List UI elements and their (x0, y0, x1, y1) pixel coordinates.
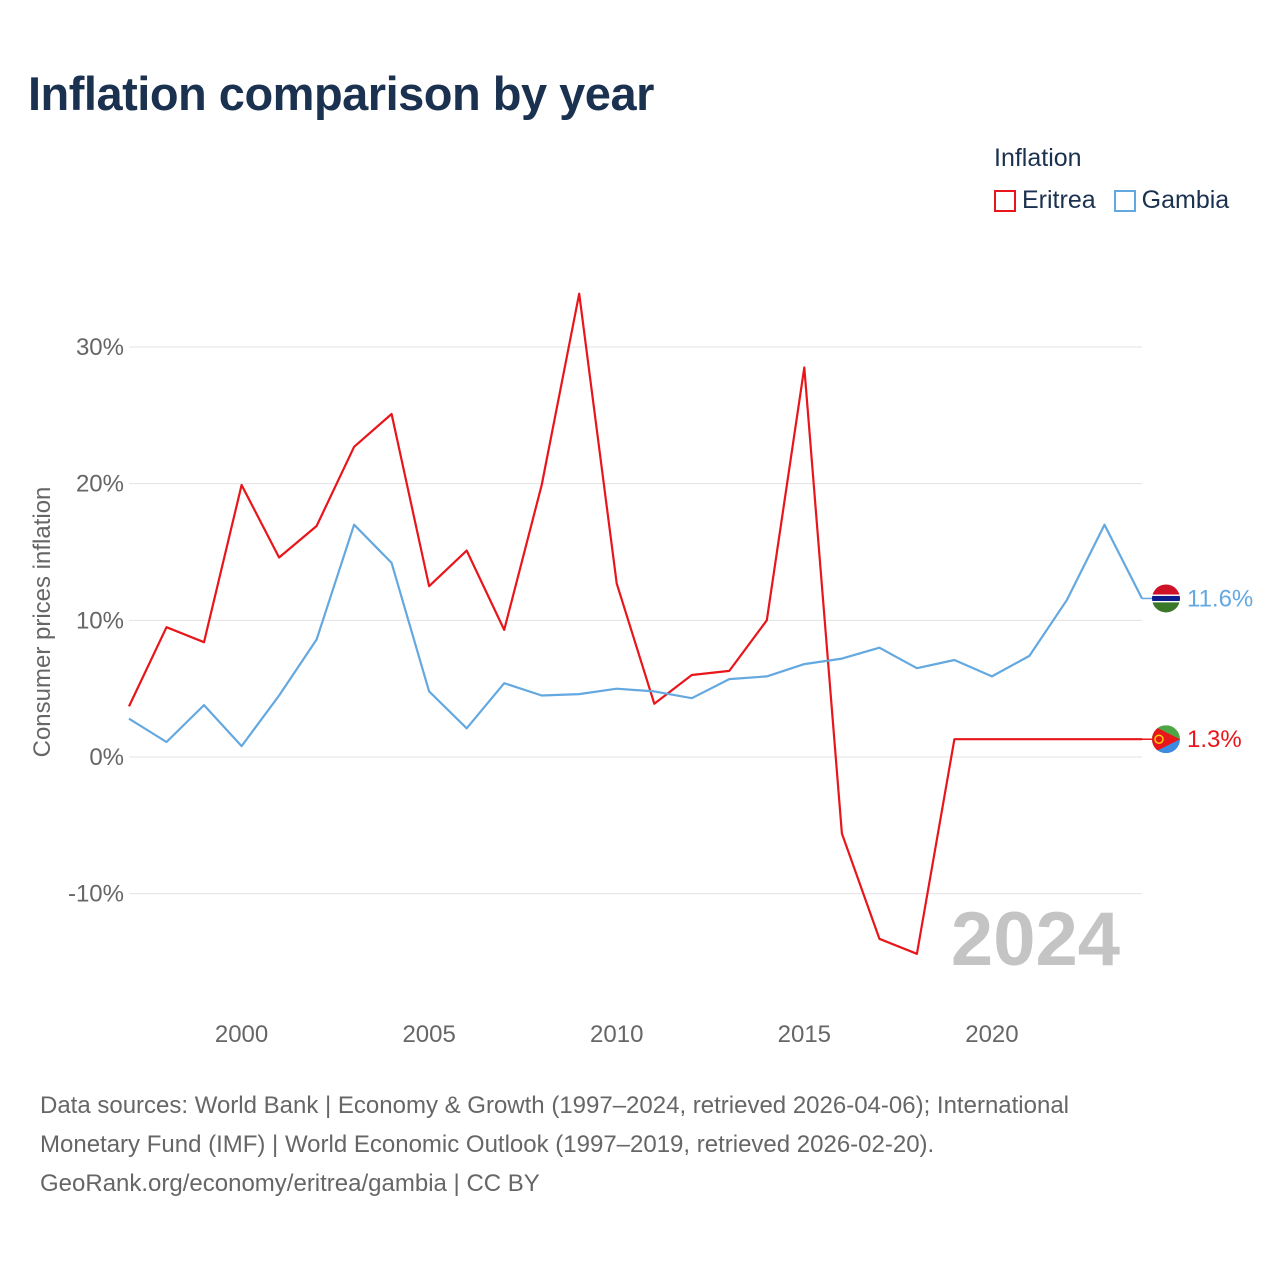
legend-swatch-eritrea (994, 189, 1016, 212)
chart-title: Inflation comparison by year (28, 67, 654, 120)
y-tick-label: 0% (89, 744, 124, 771)
end-labels: 1.3% 11.6% (1142, 584, 1253, 754)
legend-title: Inflation (994, 144, 1082, 172)
x-axis-ticks: 2000 2005 2010 2015 2020 (215, 1021, 1019, 1048)
x-tick-label: 2000 (215, 1021, 268, 1048)
series-line-eritrea[interactable] (128, 292, 1142, 955)
y-axis-label: Consumer prices inflation (29, 487, 56, 758)
footer-source-line-2: Monetary Fund (IMF) | World Economic Out… (40, 1131, 935, 1158)
line-chart: 30% 20% 10% 0% -10% 2000 2005 2010 2015 2020 Con… (29, 292, 1253, 1048)
y-tick-label: 10% (76, 607, 124, 634)
x-tick-label: 2015 (778, 1021, 831, 1048)
footer-credit-link[interactable]: GeoRank.org/economy/eritrea/gambia | CC … (40, 1170, 540, 1197)
end-value-label-gambia: 11.6% (1187, 585, 1253, 612)
legend-item-gambia[interactable]: Gambia (1113, 186, 1230, 215)
grid-lines (129, 346, 1142, 895)
eritrea-flag-icon (1152, 725, 1180, 754)
y-tick-label: -10% (68, 881, 124, 908)
y-tick-label: 20% (76, 471, 124, 498)
legend-swatch-gambia (1113, 189, 1136, 212)
x-tick-label: 2020 (965, 1021, 1018, 1048)
series-lines (128, 292, 1143, 955)
x-tick-label: 2010 (590, 1021, 643, 1048)
legend-label-eritrea: Eritrea (1022, 186, 1096, 214)
footer-source-line-1: Data sources: World Bank | Economy & Gro… (40, 1092, 1070, 1119)
x-tick-label: 2005 (402, 1021, 455, 1048)
footer: Data sources: World Bank | Economy & Gro… (40, 1086, 1220, 1203)
legend: Eritrea Gambia (994, 186, 1243, 215)
series-line-gambia[interactable] (128, 523, 1143, 748)
gambia-flag-icon (1152, 584, 1180, 613)
legend-label-gambia: Gambia (1141, 186, 1230, 214)
legend-item-eritrea[interactable]: Eritrea (994, 186, 1096, 215)
y-tick-label: 30% (76, 334, 124, 361)
year-watermark: 2024 (951, 897, 1120, 982)
end-value-label-eritrea: 1.3% (1187, 726, 1242, 753)
y-axis-ticks: 30% 20% 10% 0% -10% (68, 334, 124, 908)
